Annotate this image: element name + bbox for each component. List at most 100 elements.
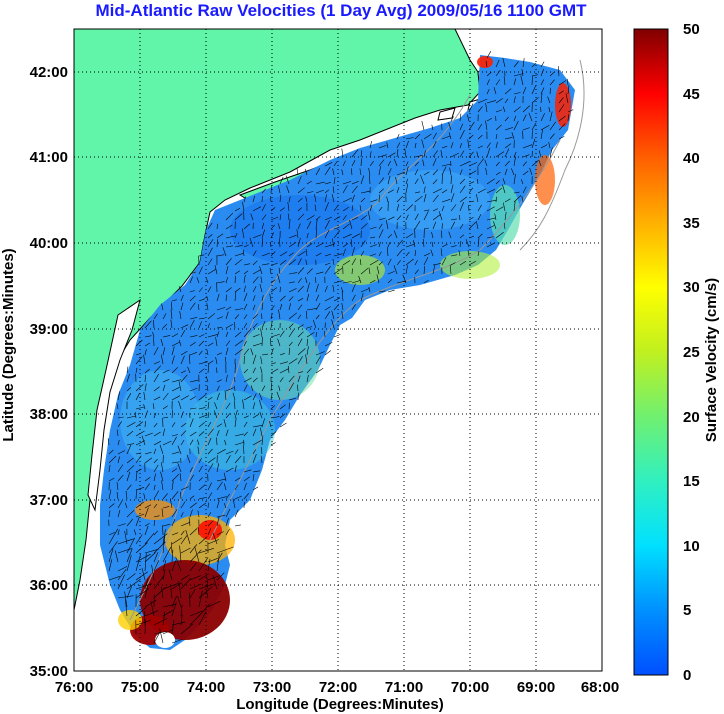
velocity-arrow bbox=[171, 602, 177, 617]
velocity-arrow bbox=[567, 109, 574, 113]
velocity-arrow bbox=[432, 208, 438, 212]
velocity-arrow bbox=[360, 250, 365, 257]
velocity-arrow bbox=[117, 416, 124, 419]
velocity-arrow bbox=[297, 338, 303, 347]
velocity-arrow bbox=[315, 294, 320, 302]
velocity-arrow bbox=[477, 145, 483, 149]
velocity-arrow bbox=[513, 61, 519, 68]
velocity-arrow bbox=[287, 213, 290, 221]
velocity-arrow bbox=[450, 184, 454, 194]
velocity-arrow bbox=[135, 571, 148, 581]
velocity-arrow bbox=[351, 181, 359, 185]
velocity-arrow bbox=[225, 212, 234, 221]
velocity-arrow bbox=[405, 233, 414, 239]
velocity-arrow bbox=[396, 142, 401, 149]
velocity-arrow bbox=[216, 392, 220, 401]
velocity-arrow bbox=[477, 233, 483, 239]
velocity-arrow bbox=[279, 368, 289, 374]
velocity-arrow bbox=[486, 142, 491, 149]
velocity-arrow bbox=[126, 555, 132, 572]
velocity-arrow bbox=[504, 211, 507, 221]
velocity-arrow bbox=[216, 481, 223, 491]
velocity-arrow bbox=[558, 136, 565, 140]
velocity-arrow bbox=[441, 135, 451, 140]
velocity-arrow bbox=[153, 448, 157, 455]
velocity-arrow bbox=[234, 385, 236, 392]
velocity-arrow bbox=[393, 265, 398, 275]
velocity-arrow bbox=[243, 274, 246, 284]
velocity-arrow bbox=[198, 548, 214, 554]
velocity-arrow bbox=[135, 583, 152, 590]
velocity-arrow bbox=[108, 477, 115, 482]
velocity-arrow bbox=[243, 196, 246, 203]
velocity-arrow bbox=[459, 234, 465, 239]
velocity-arrow bbox=[405, 214, 409, 221]
velocity-arrow bbox=[252, 367, 256, 374]
velocity-arrow bbox=[270, 251, 276, 257]
velocity-arrow bbox=[261, 353, 269, 356]
velocity-arrow bbox=[476, 151, 479, 158]
velocity-arrow bbox=[279, 422, 287, 428]
velocity-arrow bbox=[288, 272, 298, 275]
velocity-arrow bbox=[198, 340, 205, 347]
velocity-arrow bbox=[270, 382, 273, 392]
velocity-arrow bbox=[126, 415, 137, 419]
velocity-arrow bbox=[180, 324, 189, 329]
velocity-arrow bbox=[522, 170, 529, 176]
velocity-arrow bbox=[305, 310, 308, 320]
velocity-arrow bbox=[360, 158, 362, 167]
velocity-arrow bbox=[288, 323, 294, 329]
velocity-arrow bbox=[441, 145, 448, 149]
velocity-arrow bbox=[369, 151, 372, 158]
velocity-arrow bbox=[234, 291, 237, 302]
velocity-arrow bbox=[297, 251, 306, 257]
velocity-arrow bbox=[162, 493, 168, 500]
velocity-arrow bbox=[243, 348, 250, 356]
velocity-arrow bbox=[180, 370, 187, 374]
velocity-arrow bbox=[376, 274, 380, 284]
velocity-arrow bbox=[341, 310, 344, 320]
velocity-arrow bbox=[225, 277, 228, 284]
velocity-arrow bbox=[171, 480, 174, 491]
y-tick-label: 41:00 bbox=[30, 149, 68, 166]
velocity-arrow bbox=[504, 127, 514, 131]
velocity-arrow bbox=[486, 243, 495, 248]
velocity-arrow bbox=[513, 151, 517, 158]
velocity-arrow bbox=[134, 412, 137, 419]
velocity-arrow bbox=[216, 463, 220, 473]
velocity-arrow bbox=[162, 506, 170, 509]
velocity-arrow bbox=[243, 384, 248, 392]
y-tick-label: 36:00 bbox=[30, 577, 68, 594]
velocity-arrow bbox=[189, 271, 197, 275]
velocity-arrow bbox=[116, 403, 119, 410]
velocity-arrow bbox=[279, 413, 286, 419]
velocity-arrow bbox=[332, 168, 335, 176]
velocity-arrow bbox=[171, 542, 173, 554]
velocity-arrow bbox=[414, 178, 419, 185]
velocity-arrow bbox=[189, 317, 198, 320]
velocity-arrow bbox=[171, 639, 183, 644]
velocity-arrow bbox=[234, 433, 244, 437]
velocity-arrow bbox=[207, 600, 221, 608]
velocity-arrow bbox=[150, 601, 155, 617]
velocity-arrow bbox=[180, 294, 184, 302]
velocity-arrow bbox=[511, 168, 515, 176]
velocity-arrow bbox=[324, 262, 331, 266]
velocity-arrow bbox=[306, 346, 309, 356]
velocity-arrow bbox=[135, 487, 145, 491]
x-tick-label: 73:00 bbox=[253, 679, 291, 696]
velocity-arrow bbox=[414, 250, 416, 257]
velocity-arrow bbox=[513, 106, 521, 113]
velocity-arrow bbox=[522, 186, 527, 194]
velocity-arrow bbox=[486, 206, 495, 212]
velocity-arrow bbox=[171, 518, 176, 527]
velocity-arrow bbox=[243, 439, 245, 446]
velocity-arrow bbox=[162, 416, 169, 419]
velocity-arrow bbox=[314, 194, 317, 203]
velocity-arrow bbox=[396, 204, 400, 212]
velocity-arrow bbox=[243, 292, 248, 302]
velocity-arrow bbox=[234, 331, 242, 338]
velocity-arrow bbox=[162, 428, 165, 437]
colorbar-tick-label: 20 bbox=[683, 409, 700, 426]
velocity-arrow bbox=[171, 509, 178, 518]
